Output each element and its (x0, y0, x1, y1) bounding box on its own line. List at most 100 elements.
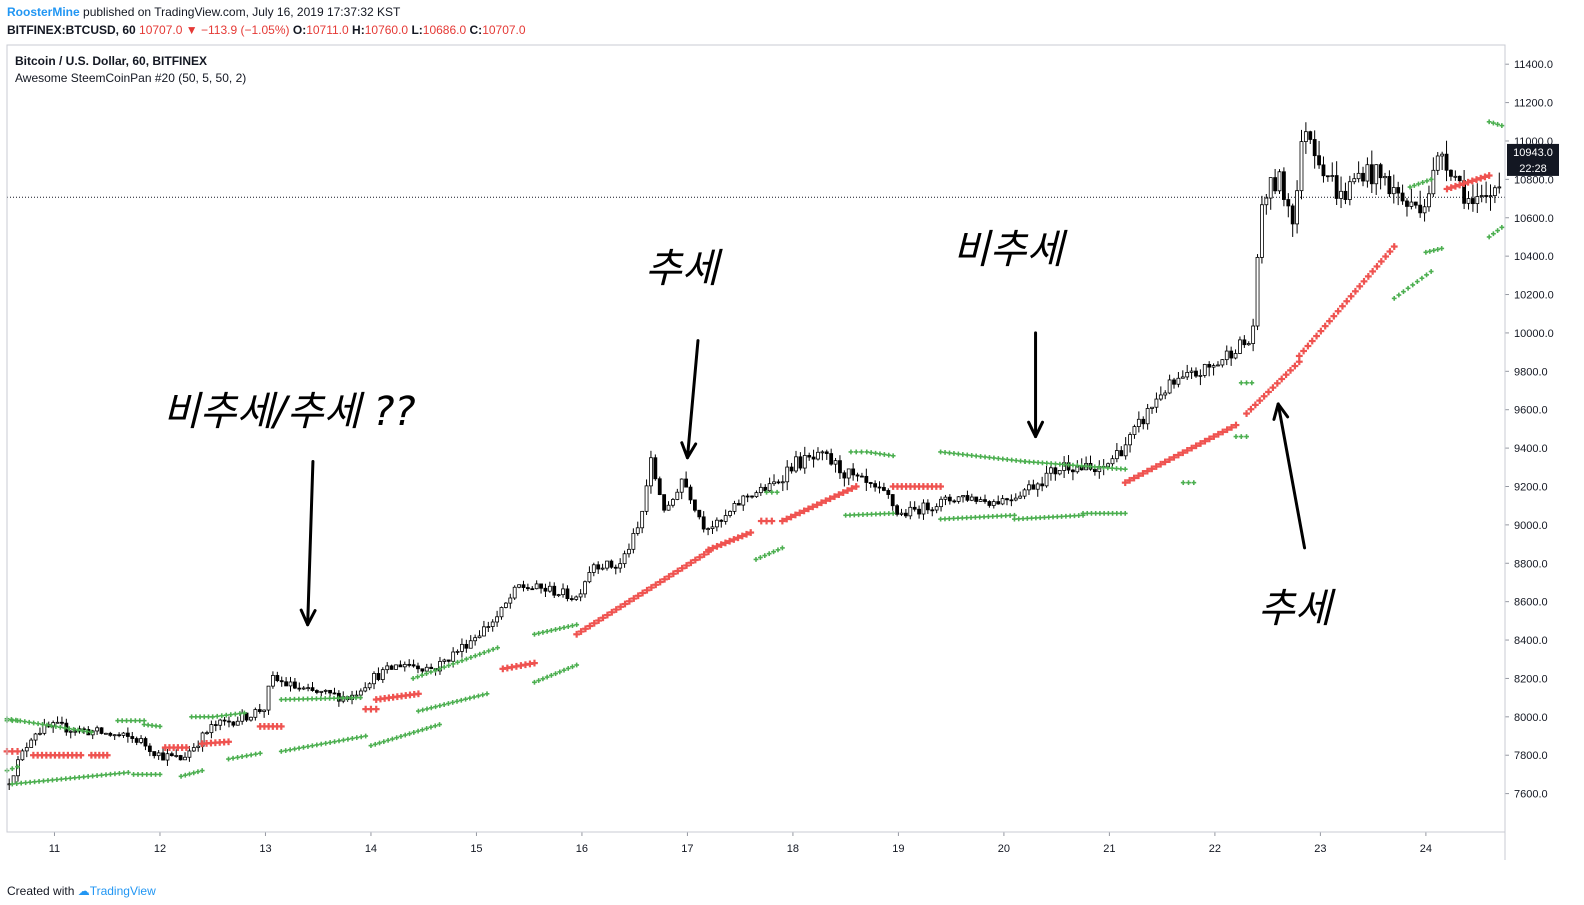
sar-up-marker (66, 726, 72, 732)
sar-up-marker (969, 453, 975, 458)
sar-down-marker (687, 559, 695, 567)
sar-up-marker (428, 669, 434, 675)
candle-body (1264, 197, 1269, 206)
candle-body (1325, 175, 1330, 178)
sar-up-marker (72, 775, 78, 781)
sar-up-marker (1114, 466, 1119, 471)
sar-up-marker (57, 724, 63, 730)
sar-up-marker (968, 515, 974, 520)
sar-up-marker (561, 625, 567, 630)
sar-down-marker (608, 608, 616, 616)
sar-down-marker (647, 584, 655, 591)
sar-up-marker (1411, 183, 1417, 188)
candle-body (1479, 195, 1484, 197)
sar-up-marker (257, 750, 263, 756)
candle-body (824, 451, 829, 454)
candle-body (1492, 187, 1497, 197)
sar-up-marker (283, 697, 289, 702)
sar-down-marker (1382, 253, 1390, 260)
y-tick-label: 10800.0 (1514, 174, 1554, 186)
candle-body (714, 519, 719, 528)
sar-up-marker (332, 739, 337, 745)
sar-up-marker (938, 449, 944, 455)
candle-body (736, 503, 741, 506)
sar-down-marker (1157, 460, 1165, 468)
candle-body (191, 747, 196, 752)
candle-body (468, 640, 473, 649)
sar-down-marker (1201, 437, 1209, 445)
candle-body (587, 572, 592, 583)
candle-body (29, 739, 34, 748)
candle-body (1295, 190, 1299, 225)
candle-body (1180, 376, 1185, 379)
candle-body (1167, 379, 1172, 394)
sar-up-marker (468, 655, 474, 660)
candle-body (1422, 206, 1427, 214)
candle-body (319, 690, 324, 693)
sar-down-marker (691, 556, 699, 564)
sar-up-marker (1110, 510, 1115, 516)
sar-up-marker (197, 714, 203, 720)
candle-body (1040, 483, 1045, 487)
candle-body (1339, 190, 1343, 199)
sar-up-marker (1026, 459, 1032, 465)
candle-body (1000, 498, 1005, 505)
candle-body (328, 689, 332, 694)
sar-down-marker (1161, 458, 1169, 466)
sar-down-marker (1214, 430, 1222, 438)
chart-legend: Bitcoin / U.S. Dollar, 60, BITFINEX Awes… (15, 53, 246, 87)
sar-up-marker (189, 714, 195, 720)
sar-up-marker (40, 722, 45, 727)
candle-body (991, 501, 996, 506)
sar-up-marker (964, 515, 970, 521)
sar-up-marker (1020, 516, 1026, 522)
sar-up-marker (219, 713, 225, 719)
sar-up-marker (44, 722, 50, 728)
sar-up-marker (557, 669, 563, 675)
sar-up-marker (757, 555, 763, 560)
sar-down-marker (665, 573, 673, 580)
sar-down-marker (1334, 307, 1342, 315)
sar-up-marker (1044, 460, 1050, 466)
sar-up-marker (990, 514, 996, 519)
sar-up-marker (157, 724, 163, 729)
sar-up-marker (84, 729, 90, 734)
sar-up-marker (1249, 380, 1255, 386)
sar-up-marker (859, 449, 864, 455)
candle-body (930, 509, 935, 512)
candle-body (1154, 398, 1159, 408)
sar-down-marker (1386, 248, 1394, 255)
sar-up-marker (1499, 224, 1505, 230)
sar-down-marker (796, 509, 804, 517)
candle-body (877, 486, 882, 489)
candle-body (1268, 177, 1273, 199)
sar-up-marker (955, 515, 961, 521)
candle-body (398, 664, 403, 668)
sar-up-marker (450, 661, 456, 667)
tradingview-logo-icon[interactable]: ☁ (77, 884, 90, 898)
sar-down-marker (813, 501, 821, 509)
x-tick-label: 21 (1103, 843, 1115, 855)
candle-body (143, 738, 148, 747)
author-link[interactable]: RoosterMine (7, 5, 80, 19)
candle-body (798, 456, 803, 469)
sar-up-marker (22, 719, 28, 724)
sar-down-marker (1210, 433, 1218, 440)
candle-body (846, 468, 851, 479)
sar-up-marker (1046, 514, 1052, 520)
candle-body (851, 468, 856, 476)
sar-down-marker (577, 628, 585, 635)
sar-up-marker (1009, 457, 1015, 463)
candle-body (596, 564, 601, 570)
footer-brand[interactable]: TradingView (89, 884, 156, 898)
candle-body (266, 685, 271, 711)
candle-body (1409, 201, 1414, 207)
sar-up-marker (1490, 231, 1496, 237)
sar-up-marker (886, 452, 892, 458)
candle-body (750, 495, 754, 498)
sar-up-marker (336, 695, 341, 701)
y-tick-label: 10600.0 (1514, 213, 1554, 225)
candle-body (222, 719, 227, 722)
candle-body (1321, 164, 1326, 177)
